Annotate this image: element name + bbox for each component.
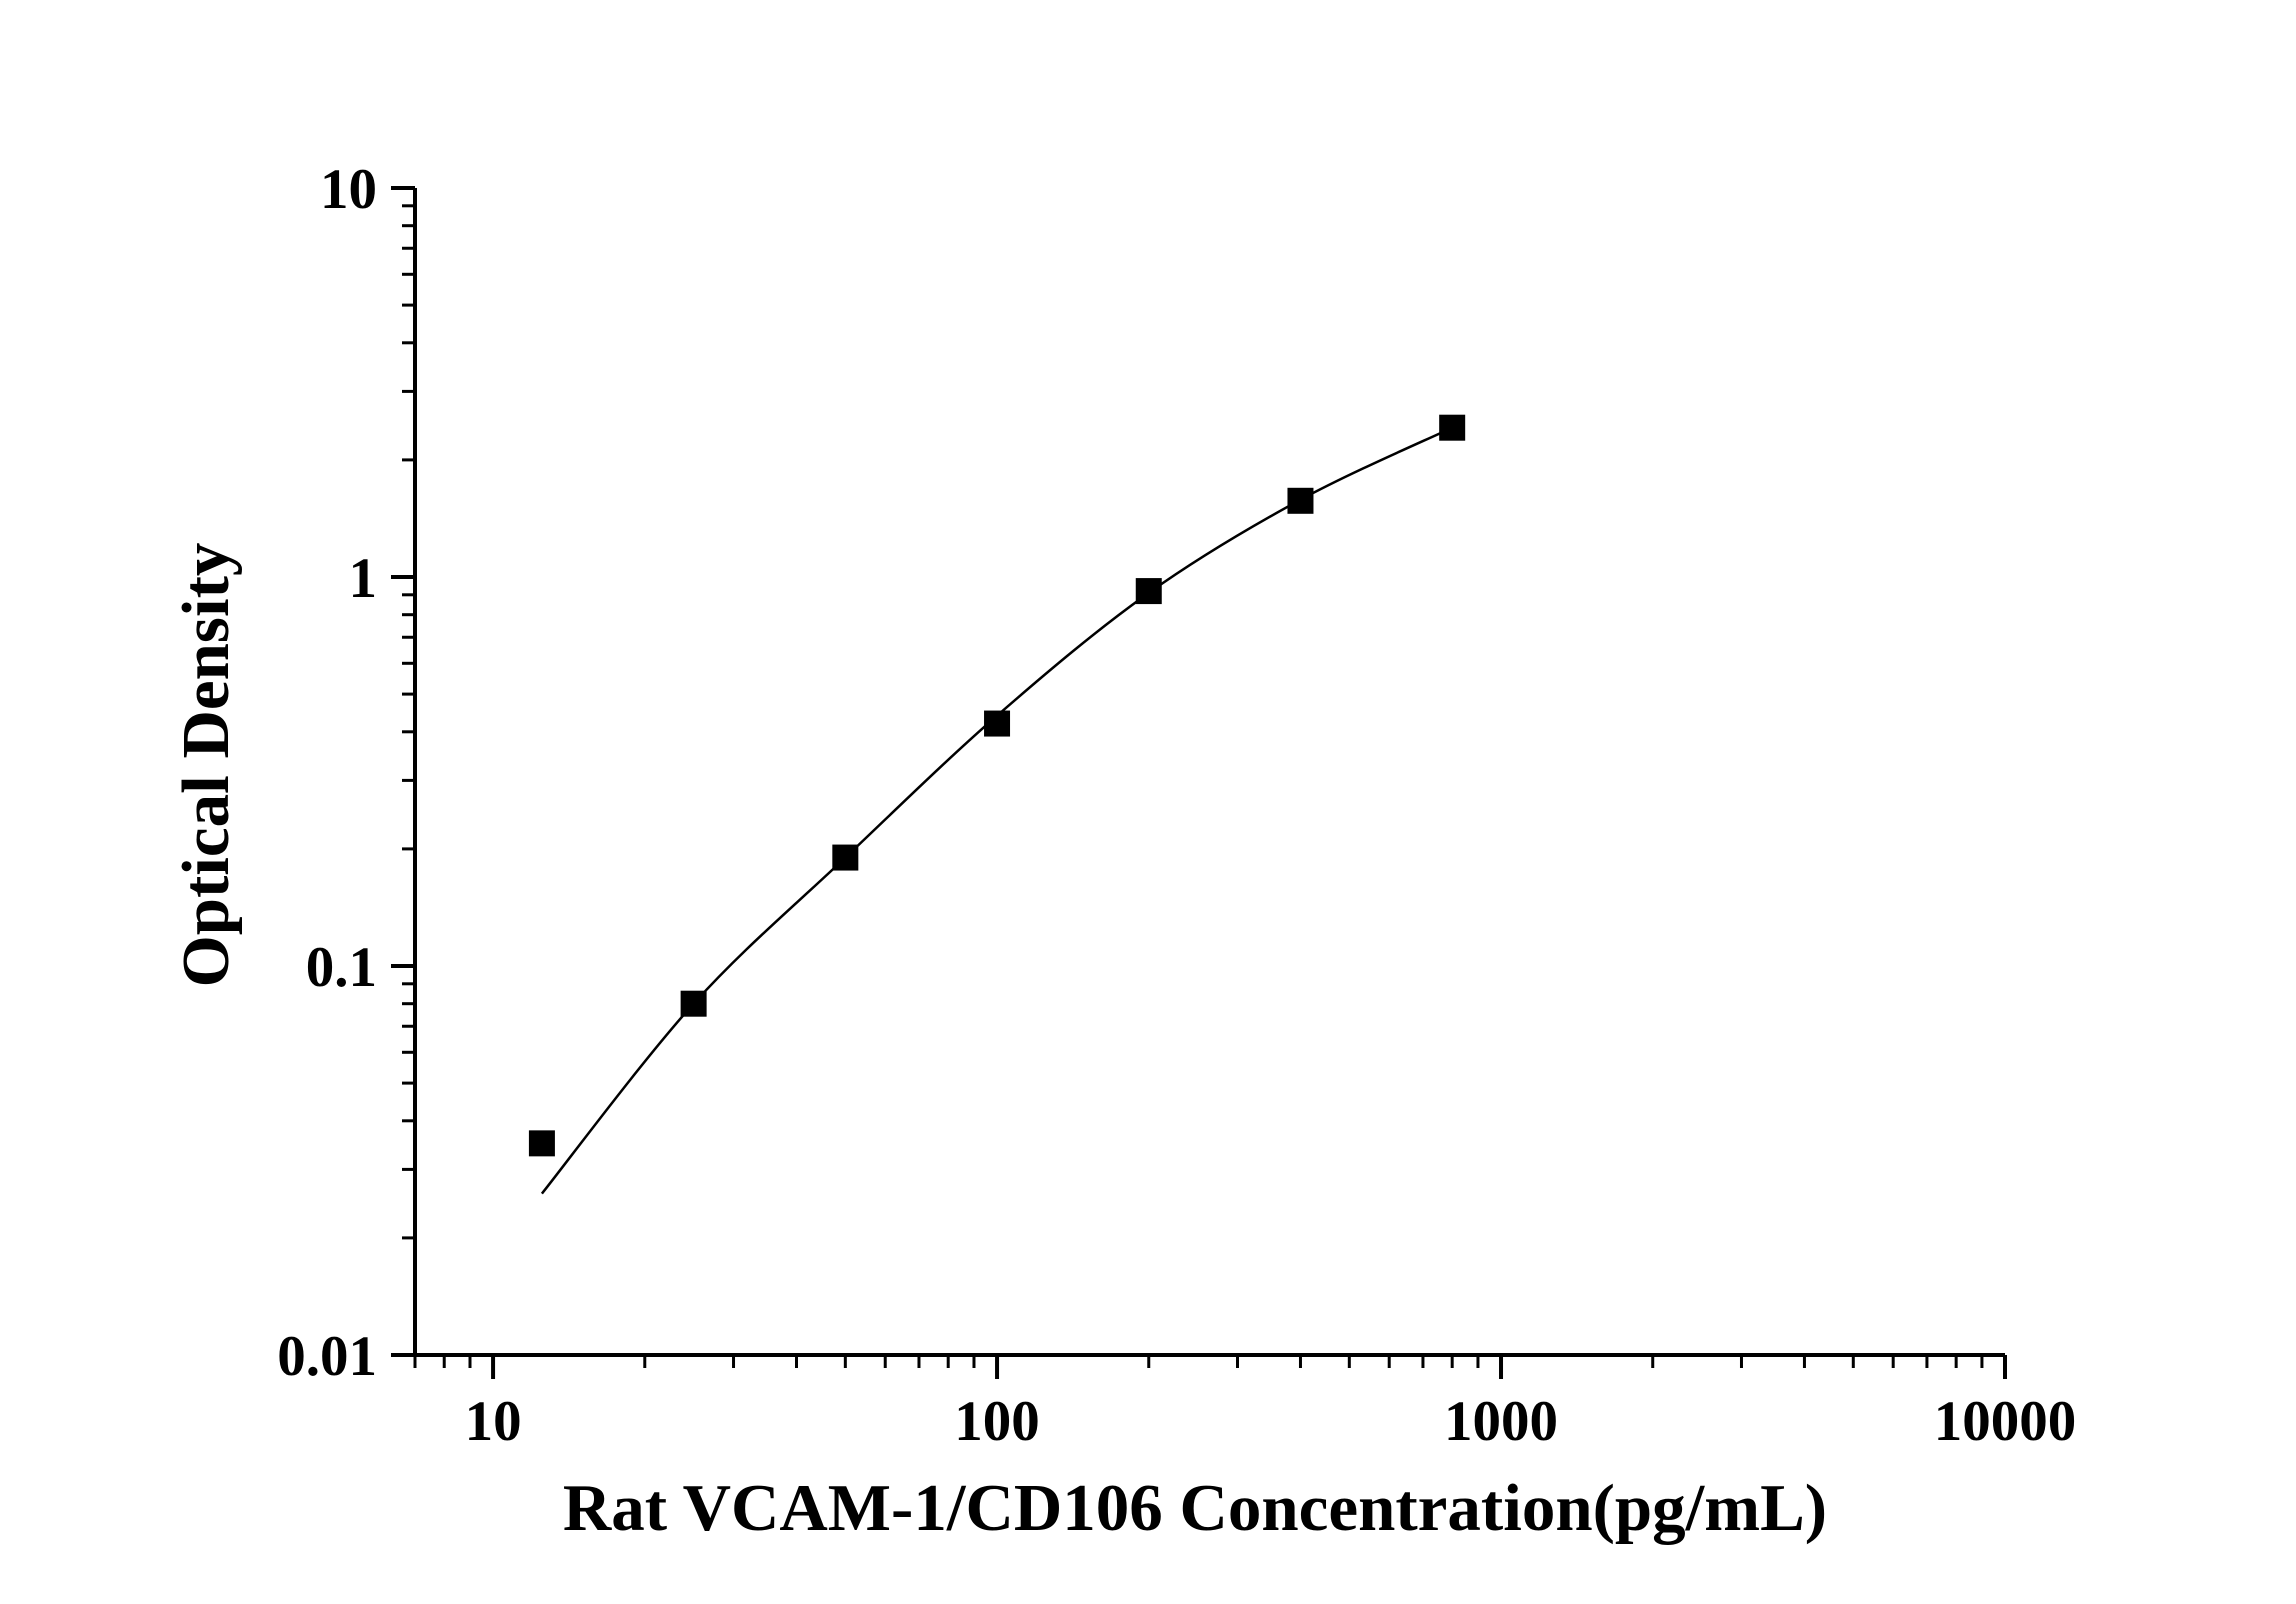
x-axis-title: Rat VCAM-1/CD106 Concentration(pg/mL) [563, 1471, 1827, 1545]
x-tick-label: 10 [465, 1390, 522, 1453]
y-tick-label: 10 [320, 158, 377, 221]
fit-curve-layer [540, 426, 1453, 1195]
data-point-marker [1287, 487, 1314, 514]
data-point-marker [528, 1130, 555, 1157]
y-tick-label: 1 [349, 547, 378, 610]
data-point-marker [1135, 578, 1162, 605]
y-axis-title: Optical Density [169, 543, 243, 988]
y-tick-label: 0.01 [277, 1325, 377, 1388]
data-point-marker [832, 844, 859, 871]
axes [391, 186, 2007, 1379]
tick-labels: 10 100 1000 10000 0.01 0.1 1 10 [277, 158, 2076, 1453]
fit-curve [540, 426, 1453, 1195]
data-points [528, 414, 1466, 1157]
x-tick-label: 1000 [1444, 1390, 1558, 1453]
x-tick-label: 100 [954, 1390, 1040, 1453]
data-point-marker [1439, 414, 1466, 441]
y-tick-label: 0.1 [306, 936, 377, 999]
data-point-marker [680, 990, 707, 1017]
data-point-marker [984, 710, 1011, 737]
x-tick-label: 10000 [1934, 1390, 2077, 1453]
